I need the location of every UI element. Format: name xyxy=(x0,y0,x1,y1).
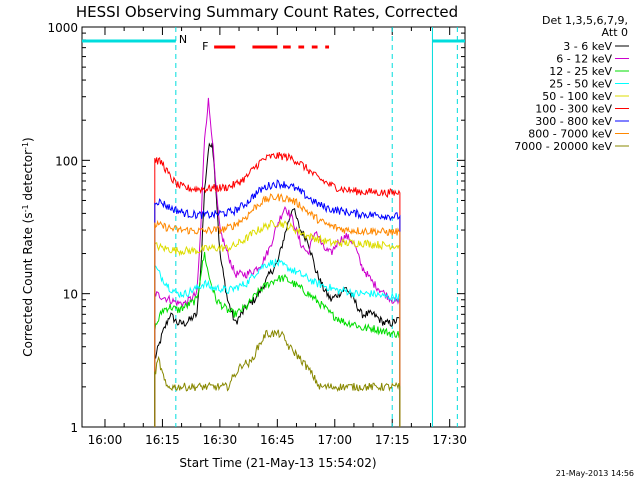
y-tick-label: 10 xyxy=(63,288,78,302)
x-tick-label: 17:15 xyxy=(375,433,410,447)
series-line xyxy=(154,142,401,427)
y-tick-label: 1000 xyxy=(47,21,78,35)
timestamp-stamp: 21-May-2013 14:56 xyxy=(556,469,634,478)
flag-indicators: NF xyxy=(82,27,465,427)
chart-title: HESSI Observing Summary Count Rates, Cor… xyxy=(76,3,458,21)
legend-entry-label: 3 - 6 keV xyxy=(563,40,612,53)
legend-entry-label: 100 - 300 keV xyxy=(535,103,612,116)
legend-entry-label: 7000 - 20000 keV xyxy=(514,140,612,153)
series-line xyxy=(154,97,401,427)
x-tick-label: 17:00 xyxy=(317,433,352,447)
series-line xyxy=(154,251,401,427)
plot-frame xyxy=(81,26,466,428)
series-line xyxy=(154,193,401,427)
series-line xyxy=(154,151,401,427)
legend-entry-label: 300 - 800 keV xyxy=(535,115,612,128)
legend-header-line2: Att 0 xyxy=(602,26,628,39)
data-series xyxy=(154,97,401,427)
series-line xyxy=(154,219,401,427)
y-tick-label: 1 xyxy=(70,421,78,435)
x-tick-label: 16:45 xyxy=(260,433,295,447)
x-tick-label: 16:15 xyxy=(145,433,180,447)
flare-flag-label: F xyxy=(202,40,208,53)
y-axis-label: Corrected Count Rate (s-1 detector-1) xyxy=(21,137,36,356)
x-axis-label: Start Time (21-May-13 15:54:02) xyxy=(179,456,376,470)
series-line xyxy=(154,258,401,427)
x-axis-ticks: 16:00 16:15 16:30 16:45 17:00 17:15 17:30 xyxy=(88,27,467,447)
legend-entry-label: 50 - 100 keV xyxy=(542,90,612,103)
night-flag-label: N xyxy=(179,33,187,46)
legend-entry-label: 12 - 25 keV xyxy=(549,65,612,78)
series-line xyxy=(154,179,401,427)
legend-entry-label: 800 - 7000 keV xyxy=(528,128,612,141)
legend-entry-label: 6 - 12 keV xyxy=(556,53,612,66)
series-line xyxy=(154,329,401,427)
x-tick-label: 17:30 xyxy=(432,433,467,447)
legend-header-line1: Det 1,3,5,6,7,9, xyxy=(542,14,628,27)
y-axis-ticks: 1 10 100 1000 xyxy=(47,21,465,435)
y-tick-label: 100 xyxy=(55,154,78,168)
x-tick-label: 16:00 xyxy=(88,433,123,447)
legend-entry-label: 25 - 50 keV xyxy=(549,78,612,91)
x-tick-label: 16:30 xyxy=(203,433,238,447)
